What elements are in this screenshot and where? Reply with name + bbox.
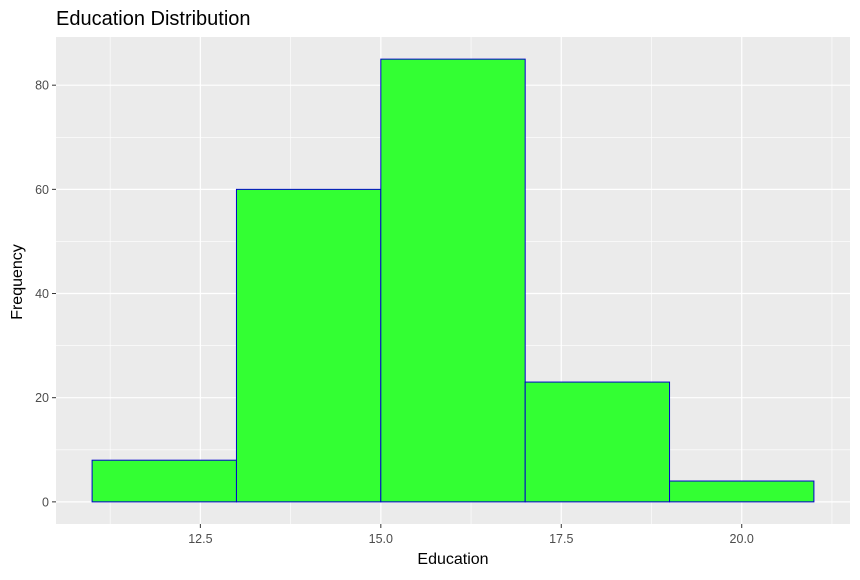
x-tick-label: 15.0 [369,532,393,546]
histogram-bar [524,381,671,503]
y-tick-label: 40 [35,287,49,301]
y-tick-label: 0 [42,495,49,509]
histogram-bar [91,459,237,503]
y-axis-label: Frequency [9,244,26,320]
y-tick-label: 60 [35,183,49,197]
x-tick-label: 17.5 [549,532,573,546]
x-axis-label: Education [417,551,489,568]
histogram-bar [380,58,526,503]
x-tick-label: 12.5 [188,532,212,546]
histogram-bar [235,188,382,503]
x-tick-label: 20.0 [730,532,754,546]
y-tick-label: 20 [35,391,49,405]
histogram-bar [669,480,815,503]
chart-title: Education Distribution [56,8,251,30]
y-tick-label: 80 [35,79,49,93]
